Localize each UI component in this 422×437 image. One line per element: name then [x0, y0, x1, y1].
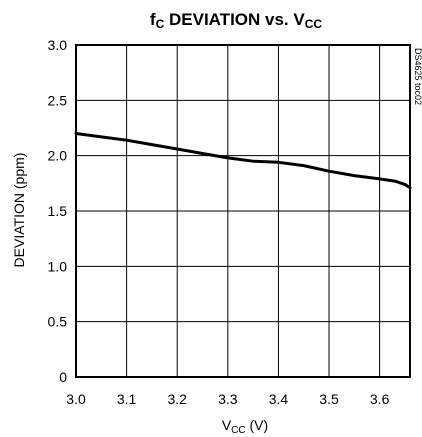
title-suffix-subscript: CC	[305, 17, 323, 31]
y-tick-label: 0.5	[48, 314, 68, 330]
grid-lines	[76, 45, 410, 377]
x-tick-label: 3.6	[370, 391, 390, 407]
x-tick-label: 3.2	[167, 391, 187, 407]
series-line	[74, 132, 412, 190]
plot-frame	[75, 44, 411, 378]
title-middle: DEVIATION vs. V	[164, 10, 305, 29]
x-tick-label: 3.0	[66, 391, 86, 407]
y-tick-labels: 0 0.5 1.0 1.5 2.0 2.5 3.0	[48, 37, 68, 385]
y-tick-label: 2.0	[48, 148, 68, 164]
x-axis-label-main: V	[222, 417, 232, 433]
x-tick-label: 3.1	[117, 391, 137, 407]
y-tick-label: 1.0	[48, 258, 68, 274]
figure-code: DS4625 toc02	[413, 48, 422, 105]
x-tick-label: 3.5	[319, 391, 339, 407]
title-prefix-subscript: C	[156, 17, 165, 31]
y-axis-label: DEVIATION (ppm)	[11, 153, 27, 268]
chart-title: fC DEVIATION vs. VCC	[150, 10, 322, 31]
x-axis-label: VCC (V)	[222, 417, 268, 436]
x-axis-label-subscript: CC	[231, 425, 245, 436]
y-tick-label: 3.0	[48, 37, 68, 53]
y-tick-label: 2.5	[48, 92, 68, 108]
x-axis-label-unit: (V)	[246, 417, 269, 433]
x-tick-label: 3.3	[218, 391, 238, 407]
y-tick-label: 1.5	[48, 203, 68, 219]
title-prefix: f	[150, 10, 156, 29]
x-tick-label: 3.4	[269, 391, 289, 407]
x-tick-labels: 3.0 3.1 3.2 3.3 3.4 3.5 3.6	[66, 391, 389, 407]
y-tick-label: 0	[59, 369, 67, 385]
